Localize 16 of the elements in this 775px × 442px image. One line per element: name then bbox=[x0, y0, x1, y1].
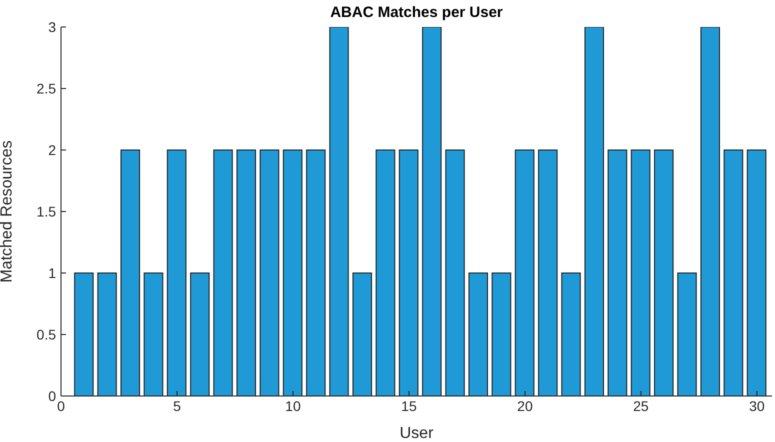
y-tick-label: 3 bbox=[48, 18, 56, 35]
y-tick-label: 0 bbox=[48, 388, 56, 404]
y-tick-label: 2 bbox=[48, 142, 56, 158]
y-tick-label: 1 bbox=[48, 264, 56, 281]
x-tick-label: 25 bbox=[633, 398, 649, 414]
y-tick-label: 2.5 bbox=[36, 80, 56, 96]
x-tick-label: 30 bbox=[749, 398, 765, 414]
x-tick-label: 20 bbox=[517, 398, 533, 414]
x-axis-title: User bbox=[400, 425, 434, 442]
x-tick-label: 5 bbox=[173, 398, 182, 414]
x-tick-label: 10 bbox=[285, 398, 301, 414]
y-axis-title: Matched Resources bbox=[0, 140, 16, 283]
x-tick-label: 15 bbox=[401, 398, 417, 414]
chart-title: ABAC Matches per User bbox=[329, 4, 504, 21]
y-tick-label: 1.5 bbox=[36, 203, 56, 220]
y-tick-label: 0.5 bbox=[36, 326, 56, 342]
